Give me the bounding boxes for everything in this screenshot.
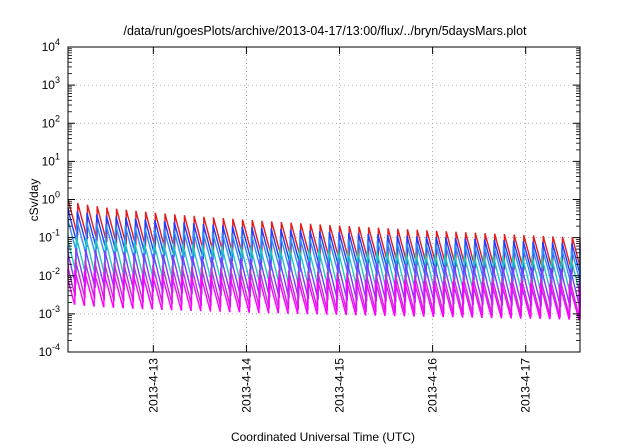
x-tick-label: 2013-4-17 <box>519 358 533 413</box>
y-tick-label: 103 <box>42 75 60 92</box>
y-axis-label: cSv/day <box>27 179 41 222</box>
y-tick-label: 100 <box>42 190 60 207</box>
series-line-6 <box>67 269 581 320</box>
y-tick-label: 101 <box>42 151 60 168</box>
x-tick-label: 2013-4-13 <box>146 358 160 413</box>
y-tick-label: 10-4 <box>39 342 60 359</box>
x-tick-label: 2013-4-16 <box>426 358 440 413</box>
x-tick-label: 2013-4-14 <box>239 358 253 413</box>
y-tick-label: 10-2 <box>39 266 60 283</box>
series-group <box>67 199 581 320</box>
x-axis-label: Coordinated Universal Time (UTC) <box>231 430 415 444</box>
x-axis-ticks: 2013-4-13 2013-4-14 2013-4-15 2013-4-16 2013… <box>146 47 533 413</box>
grid <box>68 47 580 352</box>
y-tick-label: 10-3 <box>39 304 60 321</box>
y-axis-ticks: 104 103 102 101 100 10-1 10-2 10-3 10-4 <box>39 37 580 359</box>
y-tick-label: 104 <box>42 37 60 54</box>
y-tick-label: 10-1 <box>39 228 60 245</box>
x-tick-label: 2013-4-15 <box>333 358 347 413</box>
y-tick-label: 102 <box>42 113 60 130</box>
chart-title: /data/run/goesPlots/archive/2013-04-17/1… <box>123 24 527 38</box>
